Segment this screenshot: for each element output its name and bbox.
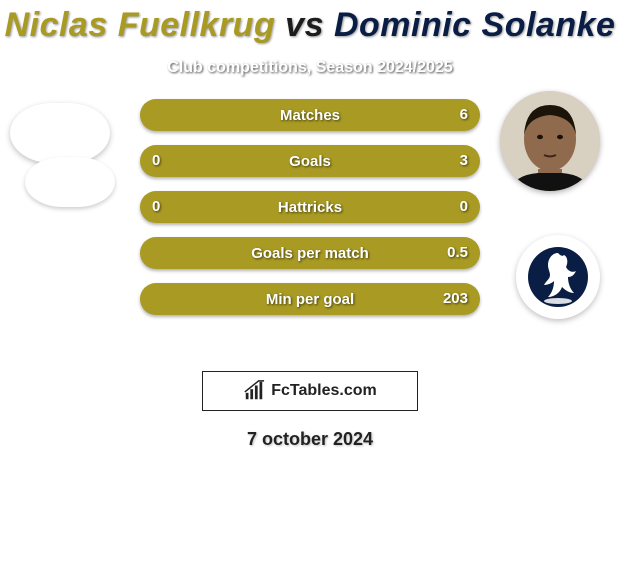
snapshot-date: 7 october 2024 <box>0 429 620 450</box>
stat-label: Min per goal <box>266 291 354 308</box>
stat-value-player2: 6 <box>460 99 468 131</box>
subtitle: Club competitions, Season 2024/2025 <box>0 59 620 77</box>
stat-value-player2: 0.5 <box>447 237 468 269</box>
watermark-text: FcTables.com <box>271 382 377 400</box>
stat-value-player1: 0 <box>152 191 160 223</box>
player2-avatar <box>500 91 600 191</box>
stat-value-player1: 0 <box>152 145 160 177</box>
stat-label: Hattricks <box>278 199 342 216</box>
player2-club-logo <box>516 235 600 319</box>
player1-avatar-placeholder <box>10 103 110 163</box>
stat-row: 0 Goals 3 <box>140 145 480 177</box>
stat-value-player2: 0 <box>460 191 468 223</box>
stat-row: 0 Hattricks 0 <box>140 191 480 223</box>
stat-value-player2: 203 <box>443 283 468 315</box>
title-player2: Dominic Solanke <box>334 6 615 44</box>
title-player1: Niclas Fuellkrug <box>5 6 276 44</box>
title-vs: vs <box>285 6 324 44</box>
stats-stage: Matches60Goals30Hattricks0Goals per matc… <box>0 107 620 367</box>
comparison-title: Niclas Fuellkrug vs Dominic Solanke <box>0 0 620 45</box>
stat-label: Goals <box>289 153 331 170</box>
face-icon <box>500 91 600 191</box>
player1-clublogo-placeholder <box>25 157 115 207</box>
club-crest-icon <box>526 245 590 309</box>
chart-icon <box>243 380 265 402</box>
stat-row: Min per goal 203 <box>140 283 480 315</box>
stat-rows: Matches 6 0 Goals 3 0 Hattricks 0 Goals per matc… <box>140 99 480 329</box>
stat-label: Matches <box>280 107 340 124</box>
stat-row: Matches 6 <box>140 99 480 131</box>
stat-label: Goals per match <box>251 245 369 262</box>
stat-row: Goals per match 0.5 <box>140 237 480 269</box>
stat-value-player2: 3 <box>460 145 468 177</box>
watermark: FcTables.com <box>202 371 418 411</box>
